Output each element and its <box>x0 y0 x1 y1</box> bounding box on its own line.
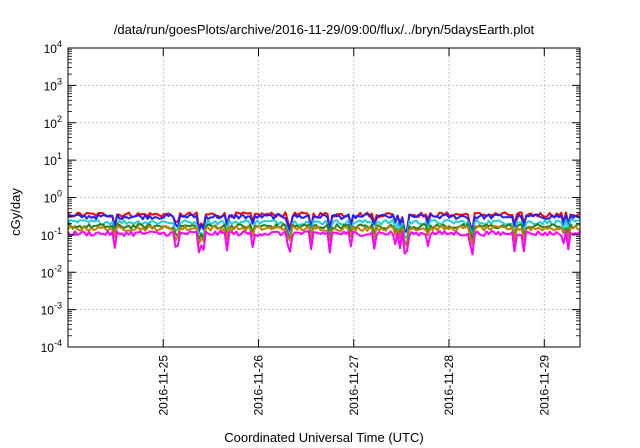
y-tick-label: 103 <box>44 76 62 93</box>
x-tick-label: 2016-11-26 <box>252 355 266 416</box>
series-line <box>67 230 581 256</box>
y-axis-label: cGy/day <box>8 188 23 236</box>
grid <box>68 48 580 347</box>
series-line <box>67 213 581 234</box>
x-axis-label: Coordinated Universal Time (UTC) <box>224 430 423 445</box>
chart-title: /data/run/goesPlots/archive/2016-11-29/0… <box>114 22 535 37</box>
x-tick-label: 2016-11-29 <box>537 355 551 416</box>
y-axis-ticks: 10-4 10-3 10-2 10-1 100 101 102 103 104 <box>41 39 580 355</box>
y-tick-label: 102 <box>44 114 62 131</box>
y-tick-label: 10-4 <box>41 338 62 355</box>
y-tick-label: 104 <box>44 39 62 56</box>
y-tick-label: 100 <box>44 189 62 206</box>
y-tick-label: 10-2 <box>41 263 62 280</box>
y-tick-label: 101 <box>44 151 62 168</box>
x-tick-label: 2016-11-27 <box>347 355 361 416</box>
x-tick-label: 2016-11-28 <box>442 355 456 416</box>
series-line <box>67 225 581 247</box>
x-axis-ticks: 2016-11-25 2016-11-26 2016-11-27 2016-11-28… <box>156 48 551 416</box>
series-group <box>67 211 581 256</box>
y-tick-label: 10-3 <box>41 301 62 318</box>
series-line <box>67 218 581 239</box>
y-tick-label: 10-1 <box>41 226 62 243</box>
x-tick-label: 2016-11-25 <box>156 355 170 416</box>
